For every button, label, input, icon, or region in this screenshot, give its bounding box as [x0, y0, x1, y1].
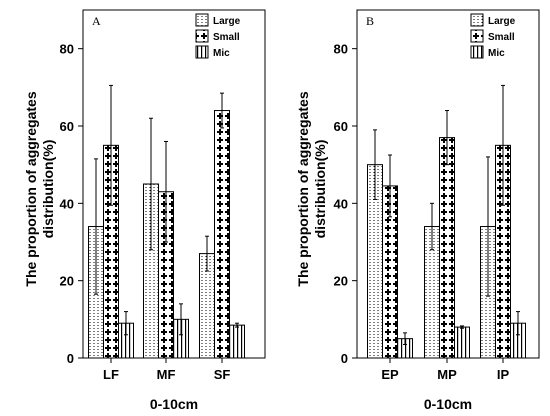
- y-tick-label: 80: [334, 42, 348, 57]
- panel-label: B: [366, 14, 374, 28]
- y-tick-label: 0: [341, 351, 348, 366]
- legend-label-mic: Mic: [488, 48, 505, 59]
- y-tick-label: 20: [334, 274, 348, 289]
- legend-label-large: Large: [213, 16, 241, 27]
- y-axis-title: The proportion of aggregatesdistribution…: [295, 91, 328, 286]
- x-axis-title: 0-10cm: [150, 396, 198, 412]
- y-axis-title-line-1: The proportion of aggregates: [23, 91, 39, 286]
- y-axis-title-line-2: distribution(%): [40, 140, 56, 239]
- bar-mic: [229, 324, 245, 359]
- legend-swatch-small: [195, 29, 209, 43]
- legend-label-large: Large: [488, 16, 516, 27]
- y-tick-label: 40: [60, 196, 74, 211]
- x-category-label: EP: [381, 367, 399, 382]
- x-axis-title: 0-10cm: [424, 396, 472, 412]
- y-axis-title-line-1: The proportion of aggregates: [295, 91, 311, 286]
- bar-small: [214, 110, 230, 359]
- legend-swatch-large: [470, 13, 484, 27]
- y-tick-label: 60: [60, 119, 74, 134]
- x-category-label: LF: [103, 367, 119, 382]
- y-axis-title: The proportion of aggregatesdistribution…: [23, 91, 56, 286]
- y-tick-label: 20: [60, 274, 74, 289]
- panel-label: A: [92, 14, 101, 28]
- x-category-label: SF: [214, 367, 231, 382]
- x-category-label: MP: [437, 367, 457, 382]
- legend-swatch-small: [470, 29, 484, 43]
- legend-label-small: Small: [213, 32, 240, 43]
- legend-label-small: Small: [488, 32, 515, 43]
- y-tick-label: 0: [67, 351, 74, 366]
- y-tick-label: 60: [334, 119, 348, 134]
- chart-panel-b: B 0 20 40 60 80 The proportion of aggregatesdi…: [295, 9, 540, 412]
- y-tick-label: 80: [60, 42, 74, 57]
- chart-panel-a: A 0 20 40 60 80 The proportion of aggregatesdi…: [23, 9, 266, 412]
- bar-small: [439, 137, 455, 359]
- x-category-label: IP: [497, 367, 510, 382]
- legend-swatch-mic: [470, 45, 484, 59]
- legend-label-mic: Mic: [213, 48, 230, 59]
- x-category-label: MF: [157, 367, 176, 382]
- legend-swatch-mic: [195, 45, 209, 59]
- y-tick-label: 40: [334, 196, 348, 211]
- legend-swatch-large: [195, 13, 209, 27]
- y-axis-title-line-2: distribution(%): [312, 140, 328, 239]
- bar-mic: [454, 326, 470, 359]
